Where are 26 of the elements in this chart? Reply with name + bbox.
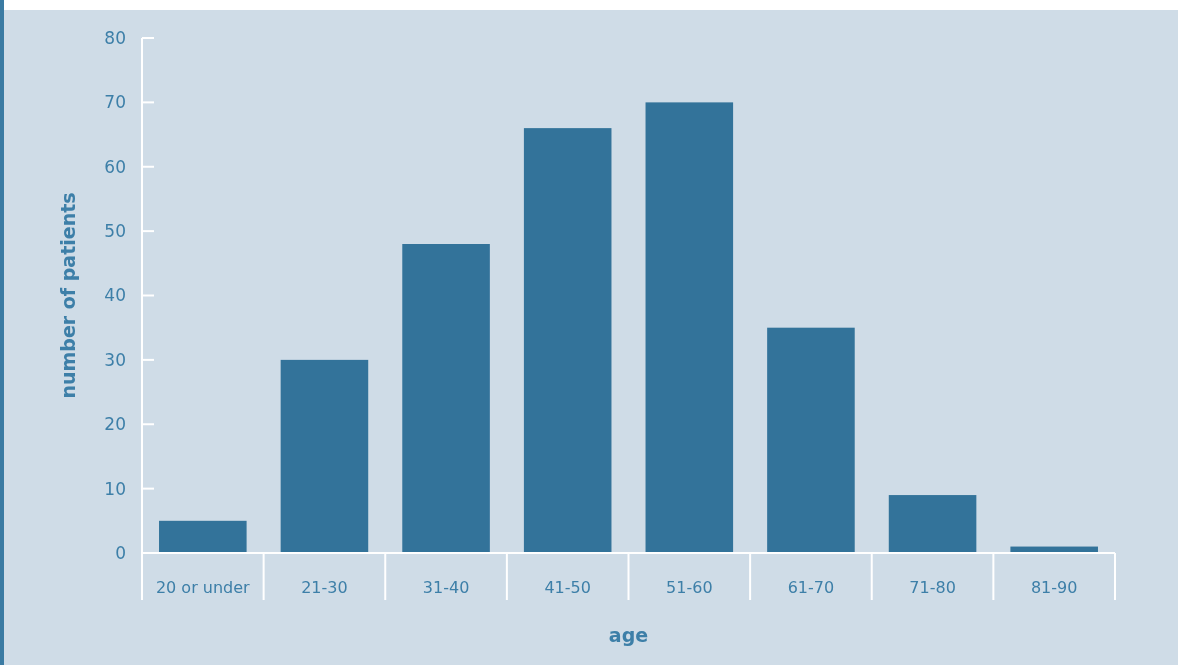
bar xyxy=(888,495,977,553)
y-tick-label: 50 xyxy=(104,221,126,242)
bar xyxy=(280,359,369,553)
y-tick-label: 40 xyxy=(104,285,126,306)
y-axis-title: number of patients xyxy=(57,192,79,399)
y-tick-label: 70 xyxy=(104,92,126,113)
x-tick-label: 81-90 xyxy=(1030,578,1078,597)
y-tick-label: 80 xyxy=(104,27,126,48)
y-tick-label: 20 xyxy=(104,414,126,435)
bar xyxy=(159,520,247,553)
y-tick-label: 0 xyxy=(115,542,126,563)
bar xyxy=(767,327,855,553)
x-tick-label: 31-40 xyxy=(422,578,470,597)
y-tick-label: 30 xyxy=(104,349,126,370)
y-tick-label: 60 xyxy=(104,156,126,177)
bar xyxy=(402,244,490,553)
x-tick-label: 20 or under xyxy=(155,578,251,597)
x-tick-label: 71-80 xyxy=(909,578,956,597)
x-tick-label: 61-70 xyxy=(787,578,835,597)
x-axis-title: age xyxy=(608,624,649,646)
x-tick-label: 51-60 xyxy=(666,578,713,597)
x-tick-label: 41-50 xyxy=(544,578,591,597)
y-tick-label: 10 xyxy=(104,478,126,499)
x-tick-label: 21-30 xyxy=(301,578,348,597)
bar xyxy=(523,128,612,553)
bar xyxy=(645,102,734,553)
